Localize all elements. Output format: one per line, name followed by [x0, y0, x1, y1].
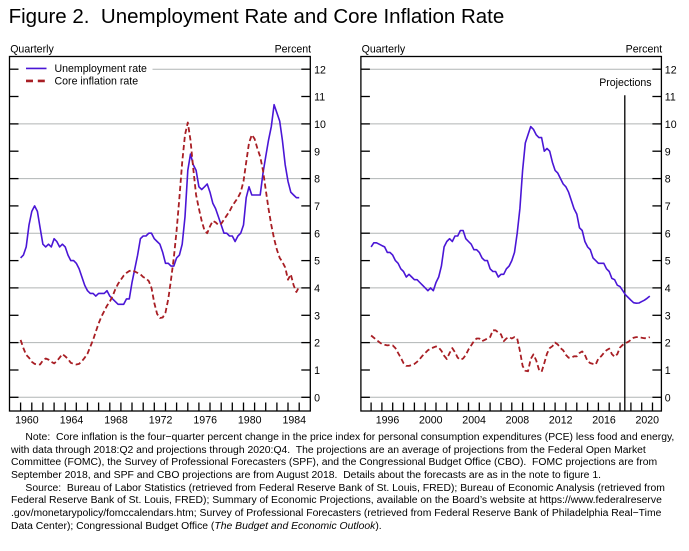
svg-text:9: 9 [665, 146, 671, 158]
svg-text:Quarterly: Quarterly [362, 44, 406, 56]
svg-text:10: 10 [665, 119, 677, 131]
svg-text:0: 0 [665, 392, 671, 404]
svg-text:5: 5 [314, 256, 320, 268]
svg-text:Percent: Percent [626, 44, 663, 56]
svg-text:3: 3 [665, 310, 671, 322]
svg-text:1: 1 [314, 365, 320, 377]
svg-text:4: 4 [665, 283, 671, 295]
svg-text:2020: 2020 [636, 414, 660, 426]
svg-text:4: 4 [314, 283, 320, 295]
svg-text:6: 6 [314, 228, 320, 240]
svg-text:1968: 1968 [104, 414, 128, 426]
svg-text:6: 6 [665, 228, 671, 240]
svg-text:1964: 1964 [60, 414, 84, 426]
svg-text:12: 12 [314, 64, 326, 76]
svg-text:7: 7 [314, 201, 320, 213]
svg-text:2016: 2016 [592, 414, 616, 426]
svg-text:2012: 2012 [549, 414, 573, 426]
svg-text:Core inflation rate: Core inflation rate [55, 75, 139, 87]
svg-text:Percent: Percent [275, 44, 312, 56]
svg-text:2000: 2000 [419, 414, 443, 426]
svg-text:2004: 2004 [462, 414, 486, 426]
svg-text:Quarterly: Quarterly [10, 44, 54, 56]
svg-text:11: 11 [665, 92, 676, 104]
svg-text:1976: 1976 [193, 414, 217, 426]
svg-text:1980: 1980 [238, 414, 262, 426]
svg-text:Unemployment rate: Unemployment rate [55, 63, 148, 75]
svg-text:2: 2 [314, 338, 320, 350]
svg-text:9: 9 [314, 146, 320, 158]
svg-text:1960: 1960 [15, 414, 39, 426]
svg-text:Projections: Projections [599, 77, 651, 89]
svg-text:1: 1 [665, 365, 671, 377]
svg-text:2008: 2008 [506, 414, 530, 426]
svg-text:5: 5 [665, 256, 671, 268]
svg-text:8: 8 [314, 174, 320, 186]
svg-text:0: 0 [314, 392, 320, 404]
svg-text:7: 7 [665, 201, 671, 213]
svg-text:12: 12 [665, 64, 677, 76]
svg-text:10: 10 [314, 119, 326, 131]
svg-text:1984: 1984 [283, 414, 307, 426]
svg-text:3: 3 [314, 310, 320, 322]
svg-text:1996: 1996 [376, 414, 400, 426]
svg-text:11: 11 [314, 92, 325, 104]
svg-text:8: 8 [665, 174, 671, 186]
svg-text:1972: 1972 [149, 414, 173, 426]
svg-text:2: 2 [665, 338, 671, 350]
